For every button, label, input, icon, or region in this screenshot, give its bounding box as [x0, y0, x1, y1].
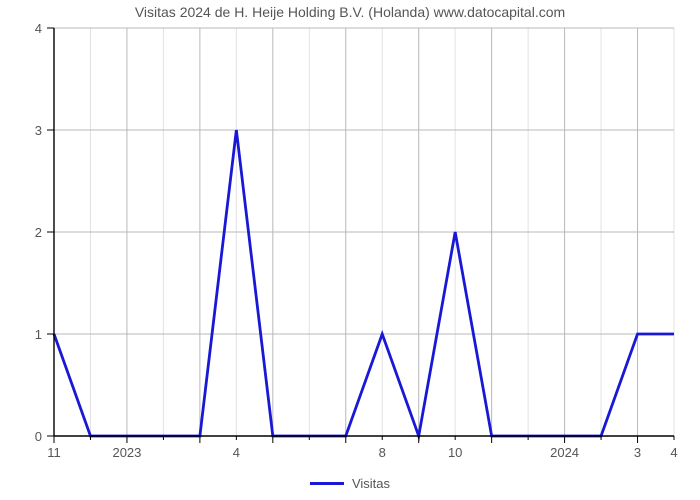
y-tick-label: 4	[35, 21, 42, 36]
x-tick-label: 3	[634, 445, 641, 460]
chart-title: Visitas 2024 de H. Heije Holding B.V. (H…	[0, 4, 700, 20]
x-tick-label: 4	[670, 445, 677, 460]
x-tick-label: 2024	[550, 445, 579, 460]
y-tick-label: 2	[35, 225, 42, 240]
plot-area	[0, 0, 700, 500]
y-tick-label: 3	[35, 123, 42, 138]
legend-line	[310, 482, 344, 485]
x-tick-label: 8	[379, 445, 386, 460]
y-tick-label: 1	[35, 327, 42, 342]
visits-chart: Visitas 2024 de H. Heije Holding B.V. (H…	[0, 0, 700, 500]
legend-label: Visitas	[352, 476, 390, 491]
x-tick-label: 4	[233, 445, 240, 460]
legend: Visitas	[310, 476, 390, 491]
y-tick-label: 0	[35, 429, 42, 444]
x-tick-label: 10	[448, 445, 462, 460]
x-tick-label: 2023	[112, 445, 141, 460]
x-tick-label: 11	[47, 445, 61, 460]
